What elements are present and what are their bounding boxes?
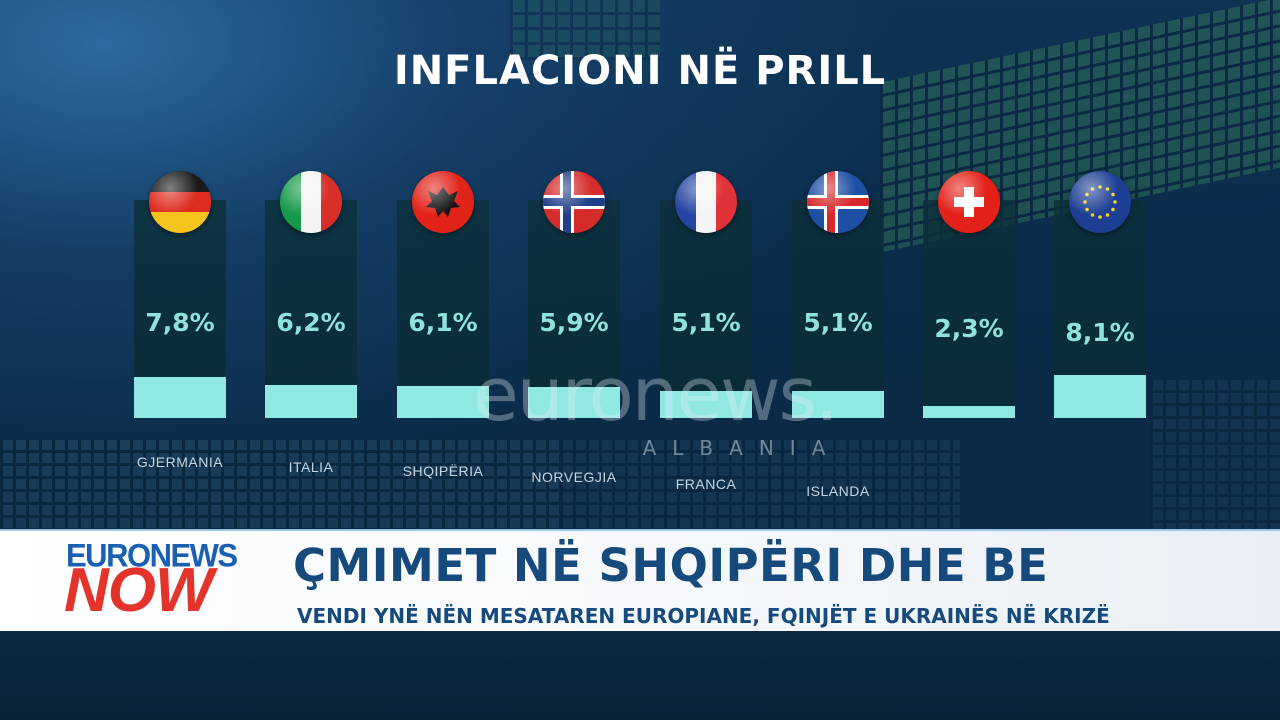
bar-value-label: 2,3% — [934, 314, 1004, 343]
category-label: SHQIPËRIA — [402, 463, 484, 479]
bar-value-label: 5,1% — [803, 308, 873, 337]
bar-column-background — [397, 200, 489, 418]
lower-third-accent — [0, 529, 1280, 531]
bar — [134, 377, 226, 418]
chart-title: INFLACIONI NË PRILL — [393, 48, 887, 94]
bar-value-label: 8,1% — [1065, 318, 1135, 347]
bar-value-label: 5,1% — [671, 308, 741, 337]
bar-column-background — [792, 200, 884, 418]
bar-column-background — [660, 200, 752, 418]
bar — [528, 387, 620, 418]
lower-third-banner — [0, 531, 1280, 631]
watermark-subtitle: ALBANIA — [642, 436, 842, 460]
category-label: FRANCA — [675, 476, 737, 492]
headline: ÇMIMET NË SHQIPËRI DHE BE — [293, 539, 1049, 592]
bar — [265, 385, 357, 418]
bar — [792, 391, 884, 418]
albania-flag-icon — [412, 171, 474, 233]
bar-value-label: 6,2% — [276, 308, 346, 337]
bar — [923, 406, 1015, 418]
switzerland-flag-icon — [938, 171, 1000, 233]
eu-flag-icon — [1069, 171, 1131, 233]
subheadline: VENDI YNË NËN MESATAREN EUROPIANE, FQINJ… — [297, 604, 1110, 628]
bar — [660, 391, 752, 418]
background-led-panel — [510, 0, 660, 60]
background-led-panel — [0, 440, 560, 530]
category-label: GJERMANIA — [136, 454, 224, 470]
iceland-flag-icon — [807, 171, 869, 233]
now-logo-text: NOW — [64, 556, 214, 625]
bar-value-label: 6,1% — [408, 308, 478, 337]
euronews-watermark: euronews. — [473, 352, 839, 438]
germany-flag-icon — [149, 171, 211, 233]
bar-column-background — [923, 200, 1015, 418]
bar-value-label: 7,8% — [145, 308, 215, 337]
euronews-logo-text: EURONEWS — [66, 537, 238, 574]
bar-value-label: 5,9% — [539, 308, 609, 337]
background-led-panel — [1150, 380, 1280, 530]
bar — [397, 386, 489, 418]
bottom-band — [0, 631, 1280, 720]
category-label: ISLANDA — [806, 483, 870, 499]
background-led-panel — [560, 440, 960, 530]
category-label: ITALIA — [288, 459, 334, 475]
bar — [1054, 375, 1146, 418]
norway-flag-icon — [543, 171, 605, 233]
bar-column-background — [528, 200, 620, 418]
bar-column-background — [265, 200, 357, 418]
category-label: NORVEGJIA — [531, 469, 617, 485]
italy-flag-icon — [280, 171, 342, 233]
france-flag-icon — [675, 171, 737, 233]
